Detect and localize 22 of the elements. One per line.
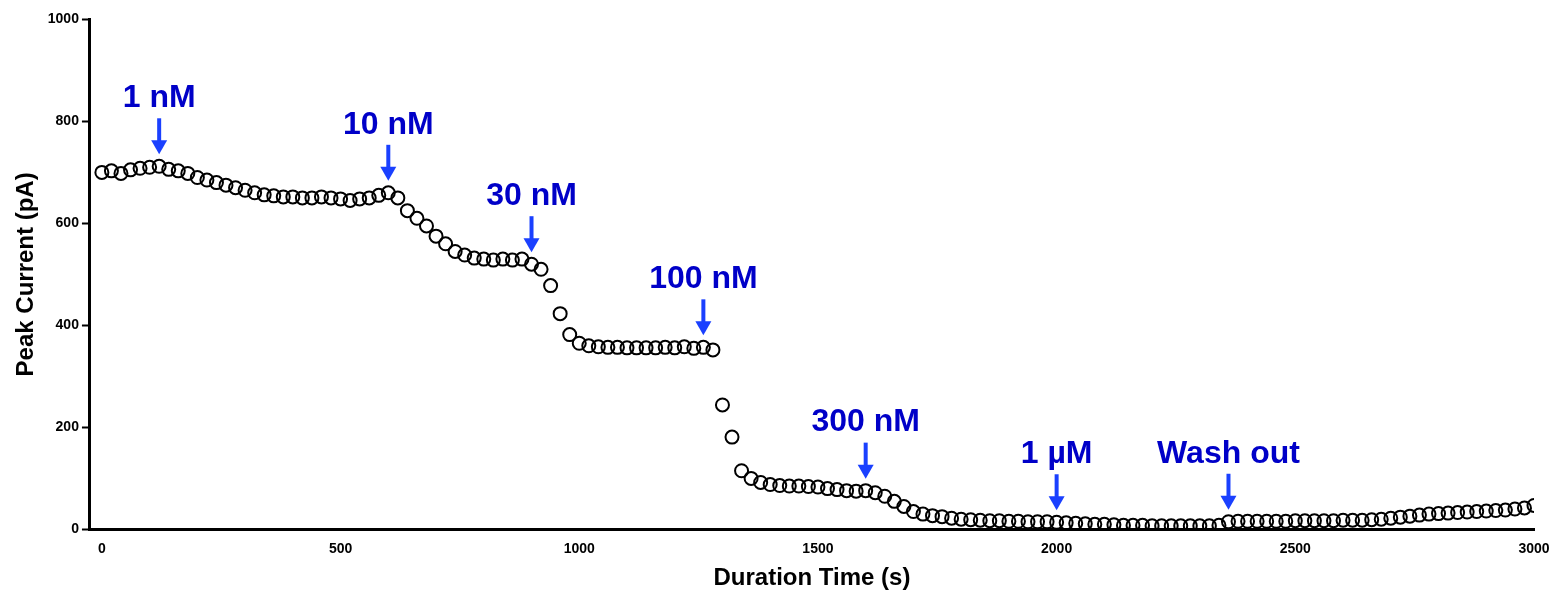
y-axis-title: Peak Current (pA) <box>11 172 39 377</box>
annotation: 100 nM <box>649 259 758 296</box>
x-axis-title: Duration Time (s) <box>713 563 911 591</box>
annotation: 300 nM <box>811 402 920 439</box>
annotation: 1 µM <box>1020 434 1093 471</box>
y-tick-label: 800 <box>55 112 80 129</box>
y-tick-label: 0 <box>71 520 80 537</box>
x-tick-label: 0 <box>97 539 106 556</box>
annotation: 10 nM <box>342 104 434 141</box>
x-tick-label: 2000 <box>1041 539 1073 556</box>
y-tick-label: 400 <box>55 316 80 333</box>
y-tick-label: 1000 <box>47 10 80 27</box>
x-tick-label: 2500 <box>1279 539 1312 556</box>
annotation: 30 nM <box>486 176 577 213</box>
x-tick-label: 1000 <box>563 539 596 556</box>
x-tick-label: 3000 <box>1518 539 1550 556</box>
annotation: 1 nM <box>122 78 196 115</box>
annotation: Wash out <box>1157 433 1301 470</box>
x-tick-label: 500 <box>328 539 353 556</box>
x-tick-label: 1500 <box>802 539 834 556</box>
y-tick-label: 200 <box>55 418 80 435</box>
y-tick-label: 600 <box>55 214 80 231</box>
